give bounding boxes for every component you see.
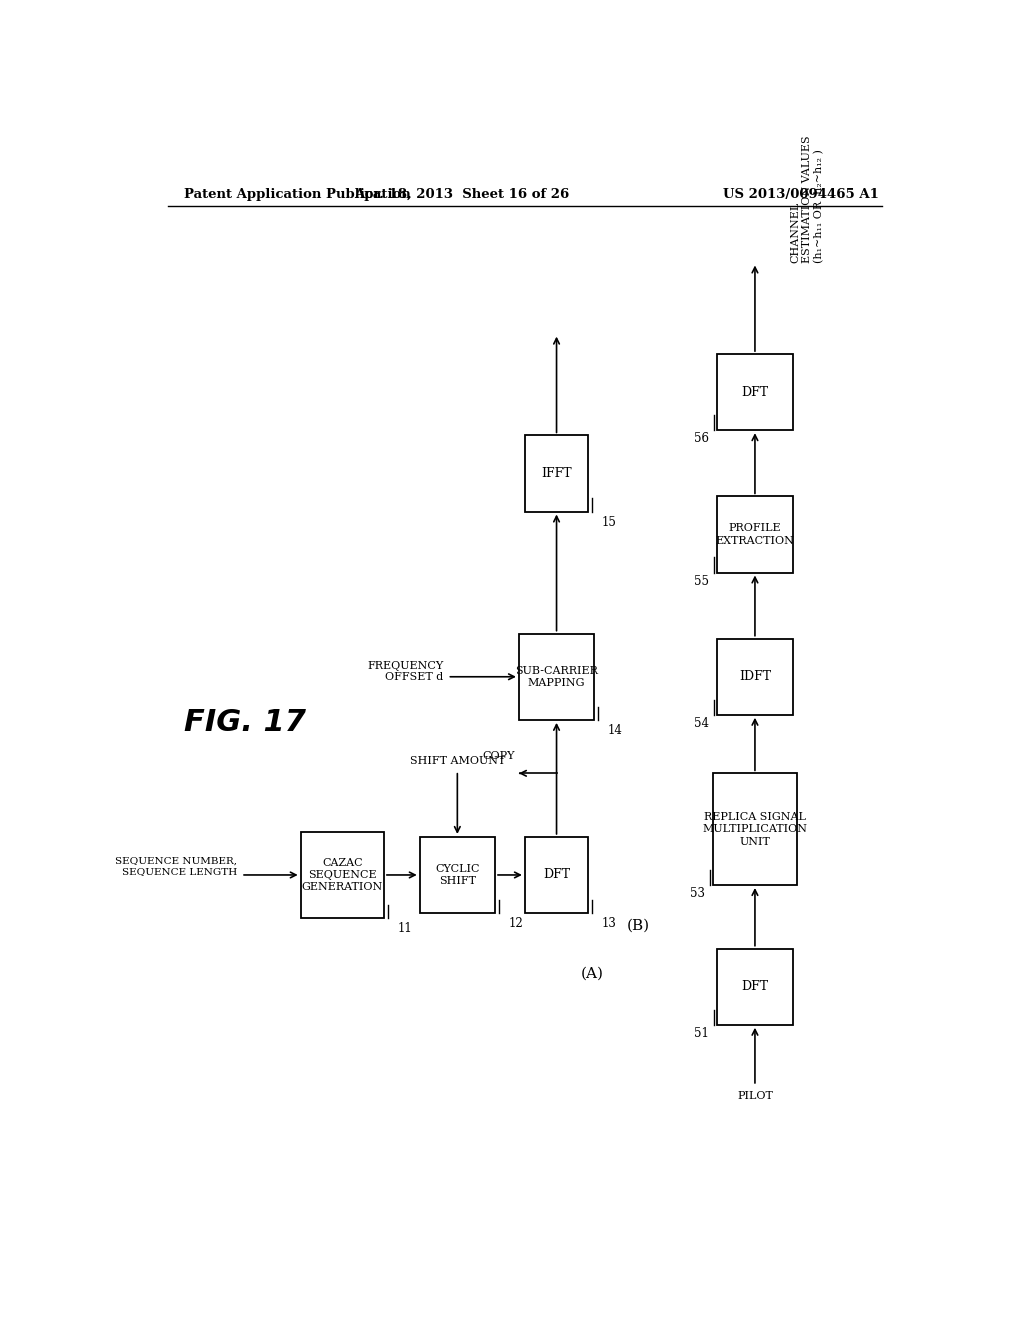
Bar — [717, 354, 793, 430]
Bar — [717, 949, 793, 1024]
Text: CHANNEL
ESTIMATION VALUES
(h₁~h₁₁ OR  h₂~h₁₂ ): CHANNEL ESTIMATION VALUES (h₁~h₁₁ OR h₂~… — [791, 135, 824, 263]
Text: 56: 56 — [693, 433, 709, 445]
Bar — [717, 639, 793, 715]
Bar — [714, 774, 797, 886]
Bar — [301, 832, 384, 919]
Text: US 2013/0094465 A1: US 2013/0094465 A1 — [723, 189, 879, 202]
Text: (B): (B) — [627, 919, 649, 933]
Text: (A): (A) — [581, 968, 603, 981]
Text: COPY: COPY — [482, 751, 515, 762]
Text: 13: 13 — [602, 917, 616, 931]
Text: SHIFT AMOUNT: SHIFT AMOUNT — [410, 755, 505, 766]
Text: DFT: DFT — [543, 869, 570, 882]
Text: FIG. 17: FIG. 17 — [183, 708, 305, 737]
Bar — [420, 837, 495, 913]
Text: SUB-CARRIER
MAPPING: SUB-CARRIER MAPPING — [515, 665, 598, 688]
Text: 14: 14 — [607, 725, 623, 737]
Text: 11: 11 — [397, 923, 413, 936]
Text: CYCLIC
SHIFT: CYCLIC SHIFT — [435, 863, 479, 886]
Text: 55: 55 — [693, 574, 709, 587]
Text: PROFILE
EXTRACTION: PROFILE EXTRACTION — [716, 523, 795, 545]
Text: PILOT: PILOT — [737, 1090, 773, 1101]
Text: DFT: DFT — [741, 385, 768, 399]
Bar — [717, 496, 793, 573]
Text: 53: 53 — [689, 887, 705, 900]
Bar — [519, 634, 594, 719]
Text: SEQUENCE NUMBER,
SEQUENCE LENGTH: SEQUENCE NUMBER, SEQUENCE LENGTH — [115, 857, 238, 876]
Text: 54: 54 — [693, 717, 709, 730]
Text: IDFT: IDFT — [739, 671, 771, 684]
Text: REPLICA SIGNAL
MULTIPLICATION
UNIT: REPLICA SIGNAL MULTIPLICATION UNIT — [702, 812, 808, 846]
Text: 15: 15 — [602, 516, 616, 529]
Text: Apr. 18, 2013  Sheet 16 of 26: Apr. 18, 2013 Sheet 16 of 26 — [353, 189, 569, 202]
Text: 51: 51 — [693, 1027, 709, 1040]
Text: FREQUENCY
OFFSET d: FREQUENCY OFFSET d — [368, 661, 443, 682]
Text: CAZAC
SEQUENCE
GENERATION: CAZAC SEQUENCE GENERATION — [302, 858, 383, 892]
Text: DFT: DFT — [741, 981, 768, 993]
Text: IFFT: IFFT — [542, 467, 571, 480]
Text: Patent Application Publication: Patent Application Publication — [183, 189, 411, 202]
Bar — [524, 837, 588, 913]
Bar — [524, 436, 588, 512]
Text: 12: 12 — [509, 917, 523, 931]
